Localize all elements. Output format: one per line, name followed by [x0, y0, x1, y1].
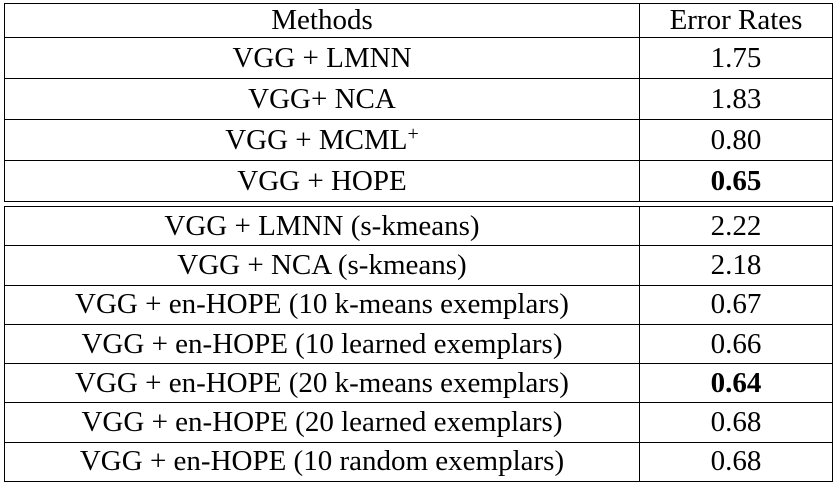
- method-text: VGG + en-HOPE (10 learned exemplars): [81, 327, 563, 360]
- method-cell: VGG + en-HOPE (10 random exemplars): [4, 441, 640, 483]
- error-cell: 1.83: [639, 78, 833, 120]
- method-text: VGG + NCA (s-kmeans): [177, 248, 467, 281]
- error-cell: 0.66: [639, 323, 833, 365]
- method-text: VGG + en-HOPE (10 k-means exemplars): [75, 288, 569, 321]
- table-row: VGG + en-HOPE (20 k-means exemplars) 0.64: [4, 363, 833, 404]
- method-cell: VGG + LMNN: [4, 37, 640, 79]
- method-cell: VGG + HOPE: [4, 160, 640, 202]
- method-text: VGG + en-HOPE (20 k-means exemplars): [75, 366, 569, 399]
- method-cell: VGG + MCML+: [4, 119, 640, 161]
- table-row: VGG + HOPE 0.65: [4, 160, 833, 202]
- table-row: VGG + en-HOPE (10 learned exemplars) 0.66: [4, 323, 833, 365]
- table-row: VGG + LMNN 1.75: [4, 37, 833, 79]
- table-row: VGG + MCML+ 0.80: [4, 119, 833, 161]
- error-cell: 0.80: [639, 119, 833, 161]
- method-text: VGG + LMNN: [232, 41, 412, 74]
- method-cell: VGG + LMNN (s-kmeans): [4, 205, 640, 247]
- error-cell: 1.75: [639, 37, 833, 79]
- error-cell: 0.68: [639, 402, 833, 443]
- method-cell: VGG + en-HOPE (20 learned exemplars): [4, 402, 640, 443]
- error-cell: 0.67: [639, 284, 833, 325]
- method-text: VGG + en-HOPE (20 learned exemplars): [81, 406, 563, 439]
- method-cell: VGG + en-HOPE (10 learned exemplars): [4, 323, 640, 365]
- table-row: VGG + NCA (s-kmeans) 2.18: [4, 245, 833, 286]
- table-row: VGG + en-HOPE (10 k-means exemplars) 0.67: [4, 284, 833, 325]
- error-cell: 0.68: [639, 441, 833, 483]
- method-text: VGG + en-HOPE (10 random exemplars): [79, 445, 565, 478]
- header-row: Methods Error Rates: [4, 3, 833, 38]
- superscript: +: [407, 122, 419, 145]
- method-cell: VGG + NCA (s-kmeans): [4, 245, 640, 286]
- header-cell: Error Rates: [639, 3, 833, 38]
- table-row: VGG + en-HOPE (20 learned exemplars) 0.68: [4, 402, 833, 443]
- method-cell: VGG + en-HOPE (10 k-means exemplars): [4, 284, 640, 325]
- error-cell: 2.18: [639, 245, 833, 286]
- table-row: VGG + LMNN (s-kmeans) 2.22: [4, 205, 833, 247]
- header-cell: Methods: [4, 3, 640, 38]
- method-text: VGG + LMNN (s-kmeans): [164, 209, 480, 242]
- method-cell: VGG + en-HOPE (20 k-means exemplars): [4, 363, 640, 404]
- method-text: VGG + MCML: [225, 123, 408, 156]
- results-table-bottom: VGG + LMNN (s-kmeans) 2.22 VGG + NCA (s-km…: [4, 205, 833, 483]
- error-cell: 0.64: [639, 363, 833, 404]
- table-row: VGG + en-HOPE (10 random exemplars) 0.68: [4, 441, 833, 483]
- error-cell: 0.65: [639, 160, 833, 202]
- method-text: VGG+ NCA: [248, 82, 396, 115]
- method-text: VGG + HOPE: [237, 164, 407, 197]
- table-row: VGG+ NCA 1.83: [4, 78, 833, 120]
- method-cell: VGG+ NCA: [4, 78, 640, 120]
- error-cell: 2.22: [639, 205, 833, 247]
- results-table-top: Methods Error Rates VGG + LMNN 1.75 VGG+ N…: [4, 3, 833, 202]
